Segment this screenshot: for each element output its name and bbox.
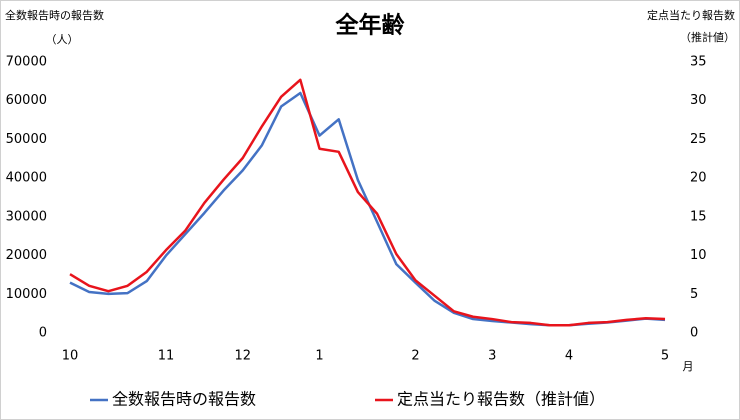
legend-label: 定点当たり報告数（推計値） [397,390,605,409]
x-tick-label: 3 [488,349,496,364]
x-tick-label: 11 [158,349,175,364]
y2-tick-label: 10 [690,248,707,263]
y-tick-label: 70000 [6,55,47,70]
y2-tick-label: 15 [690,209,707,224]
y2-axis-label: 定点当たり報告数 [647,8,735,22]
y2-tick-label: 30 [690,93,707,108]
y2-tick-label: 0 [690,326,698,341]
y-tick-label: 30000 [6,209,47,224]
y-tick-label: 10000 [6,287,47,302]
y2-tick-label: 35 [690,55,707,70]
x-tick-label: 10 [62,349,79,364]
y-tick-label: 50000 [6,132,47,147]
legend-label: 全数報告時の報告数 [112,390,256,409]
series-line [69,78,666,327]
x-axis-unit: 月 [683,360,694,373]
x-tick-label: 5 [661,349,669,364]
y2-tick-label: 25 [690,132,707,147]
y-tick-label: 40000 [6,171,47,186]
x-tick-label: 12 [234,349,251,364]
y-axis-label: 全数報告時の報告数 [5,8,104,22]
y2-axis-unit: （推計値） [680,30,735,44]
x-tick-label: 2 [411,349,419,364]
y-tick-label: 20000 [6,248,47,263]
y2-tick-label: 5 [690,287,698,302]
x-tick-label: 4 [565,349,573,364]
y-tick-label: 60000 [6,93,47,108]
y-tick-label: 0 [39,326,47,341]
x-tick-label: 1 [315,349,323,364]
y2-tick-label: 20 [690,171,707,186]
y-axis-unit: （人） [46,33,79,46]
chart-title: 全年齢 [335,12,405,39]
